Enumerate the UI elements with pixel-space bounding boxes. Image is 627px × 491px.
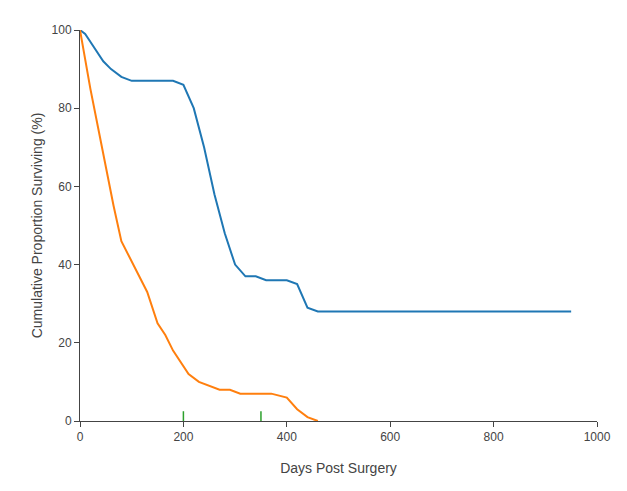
svg-text:20: 20 [58, 336, 72, 350]
svg-text:Cumulative Proportion Survivin: Cumulative Proportion Surviving (%) [29, 113, 45, 339]
svg-text:0: 0 [65, 414, 72, 428]
svg-text:Days Post Surgery: Days Post Surgery [280, 460, 397, 476]
svg-text:0: 0 [77, 430, 84, 444]
svg-text:60: 60 [58, 180, 72, 194]
svg-text:1000: 1000 [584, 430, 611, 444]
svg-text:40: 40 [58, 258, 72, 272]
svg-text:400: 400 [277, 430, 297, 444]
svg-text:800: 800 [484, 430, 504, 444]
svg-text:200: 200 [173, 430, 193, 444]
svg-text:600: 600 [380, 430, 400, 444]
svg-text:80: 80 [58, 101, 72, 115]
svg-text:100: 100 [52, 23, 72, 37]
